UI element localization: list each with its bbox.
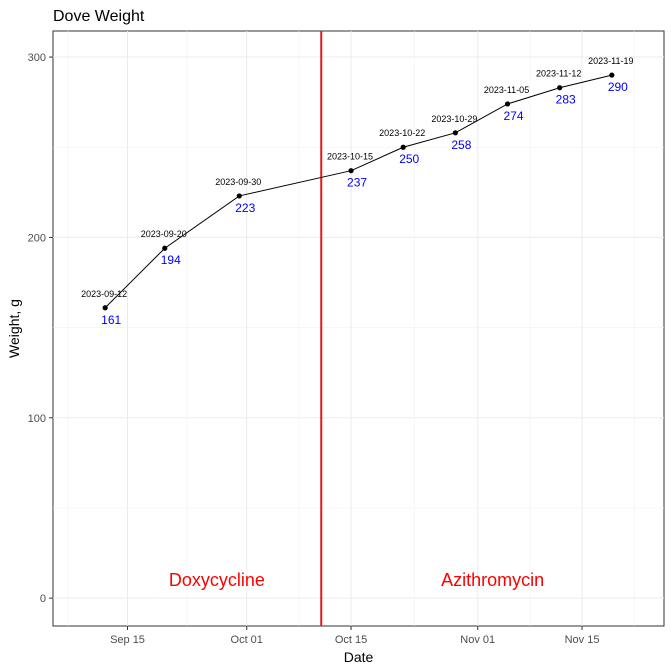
data-point bbox=[348, 168, 354, 174]
value-label: 258 bbox=[451, 138, 471, 152]
date-label: 2023-09-20 bbox=[141, 229, 187, 239]
value-label: 283 bbox=[556, 93, 576, 107]
value-label: 237 bbox=[347, 176, 367, 190]
value-label: 250 bbox=[399, 152, 419, 166]
value-label: 161 bbox=[101, 313, 121, 327]
date-label: 2023-11-05 bbox=[484, 85, 529, 95]
treatment-annotations: Doxycycline Azithromycin bbox=[169, 570, 544, 590]
value-label: 223 bbox=[235, 201, 255, 215]
data-point bbox=[102, 305, 108, 311]
value-label: 290 bbox=[608, 80, 628, 94]
value-label: 194 bbox=[161, 253, 181, 267]
weight-series: 2023-09-12 161 2023-09-20 194 2023-09-30 223 2… bbox=[81, 56, 633, 327]
y-tick-label: 100 bbox=[28, 413, 46, 425]
date-label: 2023-09-30 bbox=[215, 177, 261, 187]
data-point bbox=[504, 101, 511, 107]
x-tick-label: Nov 01 bbox=[460, 634, 495, 646]
value-label: 274 bbox=[504, 109, 524, 123]
date-label: 2023-09-12 bbox=[81, 289, 127, 299]
y-tick-label: 300 bbox=[28, 52, 46, 64]
x-axis-title: Date bbox=[344, 649, 374, 665]
x-axis: Sep 15 Oct 01 Oct 15 Nov 01 Nov 15 bbox=[110, 626, 599, 646]
y-tick-label: 0 bbox=[40, 593, 46, 605]
treatment-label: Azithromycin bbox=[441, 570, 544, 590]
data-point bbox=[400, 144, 406, 150]
y-axis: 0 100 200 300 bbox=[28, 52, 53, 605]
x-tick-label: Nov 15 bbox=[565, 634, 600, 646]
date-label: 2023-10-22 bbox=[379, 128, 425, 138]
x-tick-label: Oct 01 bbox=[231, 634, 263, 646]
date-label: 2023-10-15 bbox=[327, 152, 373, 162]
grid bbox=[53, 31, 664, 626]
date-label: 2023-11-12 bbox=[536, 69, 581, 79]
plot-panel bbox=[52, 30, 665, 627]
date-label: 2023-10-29 bbox=[431, 114, 477, 124]
data-point bbox=[162, 245, 168, 251]
data-point bbox=[452, 130, 458, 136]
x-tick-label: Oct 15 bbox=[335, 634, 367, 646]
y-tick-label: 200 bbox=[28, 232, 46, 244]
data-point bbox=[236, 193, 242, 199]
treatment-label: Doxycycline bbox=[169, 570, 265, 590]
data-point bbox=[557, 85, 563, 91]
x-tick-label: Sep 15 bbox=[110, 634, 145, 646]
data-point bbox=[609, 72, 615, 78]
y-axis-title: Weight, g bbox=[6, 299, 22, 358]
chart-title: Dove Weight bbox=[53, 8, 145, 25]
date-label: 2023-11-19 bbox=[588, 56, 633, 66]
weight-line bbox=[104, 74, 612, 309]
